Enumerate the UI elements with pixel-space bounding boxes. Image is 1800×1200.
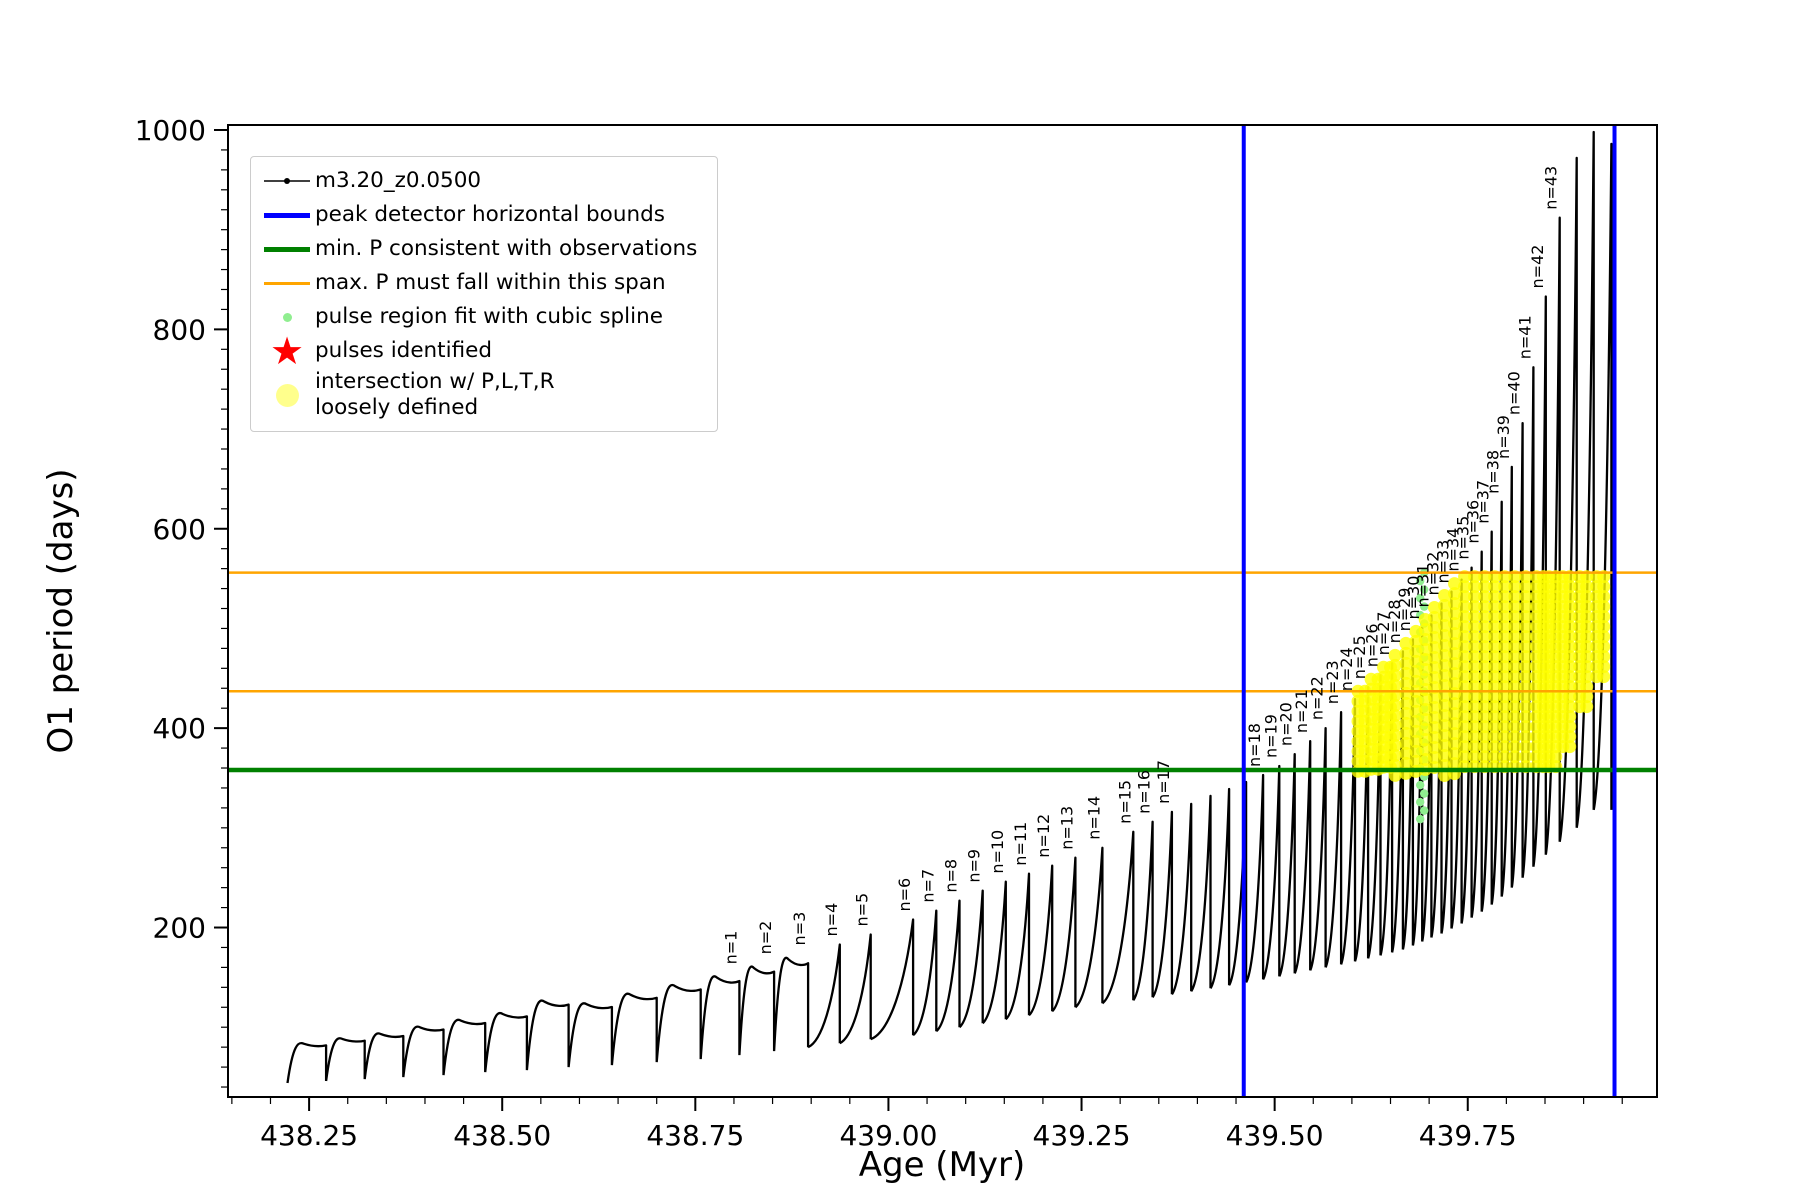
pulse-label: n=17: [1154, 760, 1173, 804]
pulse-label: n=11: [1011, 822, 1030, 866]
pulse-label: n=4: [822, 903, 841, 937]
x-axis-label: Age (Myr): [859, 1145, 1026, 1185]
pulse-label: n=22: [1308, 676, 1327, 720]
legend-item-label: pulse region fit with cubic spline: [315, 303, 663, 329]
legend-item-label: intersection w/ P,L,T,R loosely defined: [315, 369, 555, 421]
x-tick-label: 439.75: [1419, 1119, 1517, 1152]
dot-legend-marker-icon: [259, 312, 315, 322]
pulse-label: n=43: [1542, 166, 1561, 210]
legend-item-label: peak detector horizontal bounds: [315, 201, 665, 227]
line-legend-marker-icon: [259, 246, 315, 252]
legend-item-2: min. P consistent with observations: [259, 233, 697, 265]
intersection-scatter: [1351, 570, 1611, 782]
pulse-label: n=1: [721, 931, 740, 965]
legend-item-label: max. P must fall within this span: [315, 269, 666, 295]
y-tick-label: 800: [153, 313, 206, 346]
pulse-label: n=13: [1057, 806, 1076, 850]
pulse-label: n=33: [1434, 540, 1453, 584]
pulse-label: n=26: [1362, 623, 1381, 667]
data-layer: n=1 n=2 n=3 n=4 n=5 n=6 n=7 n=8 n=9 n=10 n=11 n=12 n…: [228, 125, 1657, 1097]
pulse-label: n=29: [1395, 588, 1414, 632]
pulse-label: n=6: [895, 878, 914, 912]
pulse-label: n=5: [853, 893, 872, 927]
x-tick-label: 438.75: [646, 1119, 744, 1152]
x-tick-label: 439.00: [839, 1119, 937, 1152]
pulse-label: n=35: [1454, 516, 1473, 560]
pulse-label: n=19: [1261, 714, 1280, 758]
pulse-label: n=34: [1444, 528, 1463, 572]
pulse-label: n=14: [1084, 796, 1103, 840]
pulse-label: n=23: [1323, 660, 1342, 704]
x-tick-label: 439.50: [1226, 1119, 1324, 1152]
y-axis-label: O1 period (days): [41, 468, 81, 753]
x-tick-label: 439.25: [1033, 1119, 1131, 1152]
legend-item-5: ★ pulses identified: [259, 328, 697, 373]
legend-item-1: peak detector horizontal bounds: [259, 199, 697, 231]
pulse-labels: n=1 n=2 n=3 n=4 n=5 n=6 n=7 n=8 n=9 n=10 n=11 n=12 n…: [721, 166, 1560, 965]
pulse-label: n=42: [1528, 245, 1547, 289]
y-tick-label: 400: [153, 712, 206, 745]
pulse-label: n=25: [1350, 635, 1369, 679]
pulse-label: n=28: [1385, 599, 1404, 643]
star-legend-marker-icon: ★: [269, 328, 305, 373]
pulse-label: n=12: [1034, 814, 1053, 858]
dot-legend-marker-icon: [259, 383, 315, 407]
legend-item-label: m3.20_z0.0500: [315, 167, 482, 193]
pulse-label: n=15: [1115, 780, 1134, 824]
pulse-label: n=38: [1484, 450, 1503, 494]
legend-item-3: max. P must fall within this span: [259, 267, 697, 299]
line-dot-legend-marker-icon: [259, 172, 315, 190]
y-tick-label: 600: [153, 513, 206, 546]
pulse-label: n=16: [1135, 770, 1154, 814]
line-legend-marker-icon: [259, 212, 315, 218]
pulse-label: n=20: [1277, 702, 1296, 746]
legend-item-label: pulses identified: [315, 337, 493, 363]
legend-item-4: pulse region fit with cubic spline: [259, 301, 697, 333]
reference-lines: [228, 125, 1657, 1097]
x-tick-label: 438.25: [260, 1119, 358, 1152]
pulse-label: n=18: [1245, 723, 1264, 767]
pulse-label: n=21: [1292, 689, 1311, 733]
pulse-label: n=2: [756, 921, 775, 955]
pulse-label: n=40: [1505, 371, 1524, 415]
axes-layer: 438.25 438.50 438.75 439.00 439.25 439.50 439.…: [135, 114, 1658, 1152]
pulse-label: n=27: [1374, 611, 1393, 655]
pulse-label: n=39: [1494, 415, 1513, 459]
pulse-label: n=24: [1337, 647, 1356, 691]
pulse-label: n=3: [790, 912, 809, 946]
x-tick-label: 438.50: [453, 1119, 551, 1152]
pulse-label: n=36: [1464, 500, 1483, 544]
y-tick-label: 1000: [135, 114, 206, 147]
y-tick-label: 200: [153, 912, 206, 945]
pulse-label: n=9: [965, 849, 984, 883]
legend-item-label: min. P consistent with observations: [315, 235, 698, 261]
legend-item-0: m3.20_z0.0500: [259, 165, 697, 197]
pulse-label: n=41: [1515, 315, 1534, 359]
pulse-label: n=8: [941, 859, 960, 893]
pulse-label: n=7: [918, 869, 937, 903]
pulse-label: n=31: [1413, 564, 1432, 608]
pulse-label: n=32: [1423, 552, 1442, 596]
legend-item-6: intersection w/ P,L,T,R loosely defined: [259, 369, 697, 421]
pulse-label: n=30: [1404, 576, 1423, 620]
pulse-label: n=10: [988, 830, 1007, 874]
pulse-label: n=37: [1474, 480, 1493, 524]
line-legend-marker-icon: [259, 281, 315, 285]
